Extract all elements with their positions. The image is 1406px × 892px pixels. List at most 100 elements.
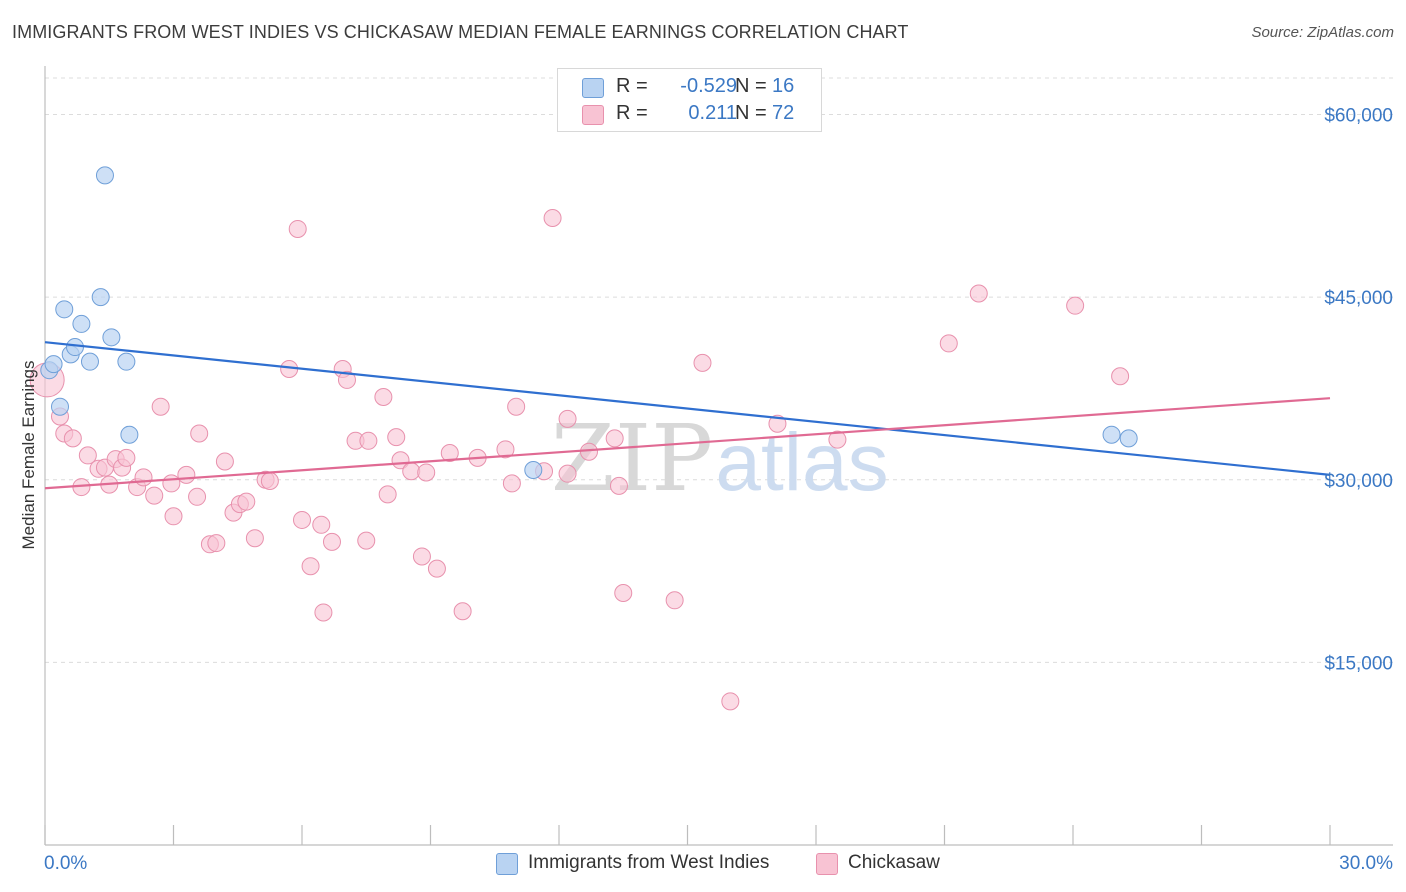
chickasaw-point [260,471,279,490]
chickasaw-point [237,492,256,511]
chickasaw-point [412,547,431,566]
west-indies-points [40,166,1138,480]
chickasaw-point [357,531,376,550]
chickasaw-point [417,463,436,482]
x-tick-label: 30.0% [1339,853,1393,874]
y-tick-label: $60,000 [1324,106,1393,127]
chickasaw-point [609,476,628,495]
x-tick-label: 0.0% [44,853,87,874]
source-credit: Source: ZipAtlas.com [1251,24,1394,41]
chickasaw-point [1066,296,1085,315]
west-indies-point [80,352,99,371]
chickasaw-point [969,284,988,303]
chickasaw-point [507,397,526,416]
chickasaw-point [288,219,307,238]
chickasaw-point [387,428,406,447]
chickasaw-point [374,387,393,406]
chickasaw-point [440,443,459,462]
chickasaw-point [558,464,577,483]
chart-title: IMMIGRANTS FROM WEST INDIES VS CHICKASAW… [12,22,909,42]
chickasaw-point [768,414,787,433]
chickasaw-point [164,507,183,526]
chickasaw-point [605,429,624,448]
legend-n-label: N = [735,75,767,97]
west-indies-point [524,461,543,480]
chickasaw-point [134,468,153,487]
chickasaw-point [207,534,226,553]
legend-n-label: N = [735,102,767,124]
watermark: ZIP atlas [551,405,889,512]
chickasaw-point [190,424,209,443]
y-tick-label: $45,000 [1324,288,1393,309]
legend-r-label: R = [616,102,648,124]
chickasaw-point [427,559,446,578]
legend-n-value: 16 [772,75,795,97]
west-indies-point [1102,425,1121,444]
west-indies-point [95,166,114,185]
y-tick-label: $30,000 [1324,471,1393,492]
y-axis-label: Median Female Earnings [19,361,38,550]
chickasaw-point [828,430,847,449]
chickasaw-point [215,452,234,471]
series-swatch-pink [816,853,838,875]
west-indies-point [102,328,121,347]
chickasaw-point [693,353,712,372]
chickasaw-point [293,510,311,529]
trend-lines [44,341,1331,490]
chickasaw-point [359,431,378,450]
west-indies-point [65,338,84,357]
west-indies-point [117,352,136,371]
x-tick-labels: 0.0% 30.0% [44,853,1393,874]
chickasaw-point [117,448,136,467]
chickasaw-trend-line [44,397,1331,490]
chickasaw-point [543,209,562,228]
chickasaw-point [337,370,356,389]
west-indies-point [50,397,69,416]
legend-swatch-pink [582,105,604,125]
chickasaw-point [314,603,333,622]
chickasaw-point [162,474,181,493]
legend-n-value: 72 [772,102,795,124]
y-tick-label: $15,000 [1324,653,1393,674]
chickasaw-point [145,486,164,505]
legend-r-value: 0.211 [688,102,737,124]
west-indies-trend-line [44,341,1331,476]
chickasaw-point [939,334,958,353]
legend-swatch-blue [582,78,604,98]
chickasaw-point [177,465,196,484]
chickasaw-point [502,474,521,493]
chickasaw-point [721,692,740,711]
chickasaw-point [312,515,331,534]
west-indies-point [91,288,110,307]
series-label: Immigrants from West Indies [528,852,770,873]
chickasaw-point [78,446,97,465]
watermark-zip: ZIP [551,405,713,512]
series-swatch-blue [496,853,518,875]
west-indies-point [120,425,139,444]
chickasaw-point [245,529,264,548]
chickasaw-point [558,409,577,428]
chickasaw-point [1111,367,1130,386]
series-label: Chickasaw [848,852,940,873]
west-indies-point [72,314,91,333]
chickasaw-point [614,583,633,602]
y-tick-labels: $15,000 $30,000 $45,000 $60,000 [1324,106,1393,675]
gridlines [45,77,1393,663]
chickasaw-point [402,462,421,481]
chickasaw-point [188,487,207,506]
correlation-legend: R = -0.529 N = 16 R = 0.211 N = 72 [557,68,822,132]
chickasaw-point [453,602,472,621]
chickasaw-point [665,591,684,610]
legend-r-label: R = [616,75,648,97]
chickasaw-point [63,429,82,448]
west-indies-point [44,355,63,374]
chickasaw-point [496,440,515,459]
chickasaw-point [322,532,341,551]
chickasaw-point [579,442,598,461]
chickasaw-point [301,557,320,576]
west-indies-point [55,300,74,319]
chickasaw-points [29,209,1130,711]
chickasaw-point [378,485,397,504]
west-indies-point [1119,429,1138,448]
